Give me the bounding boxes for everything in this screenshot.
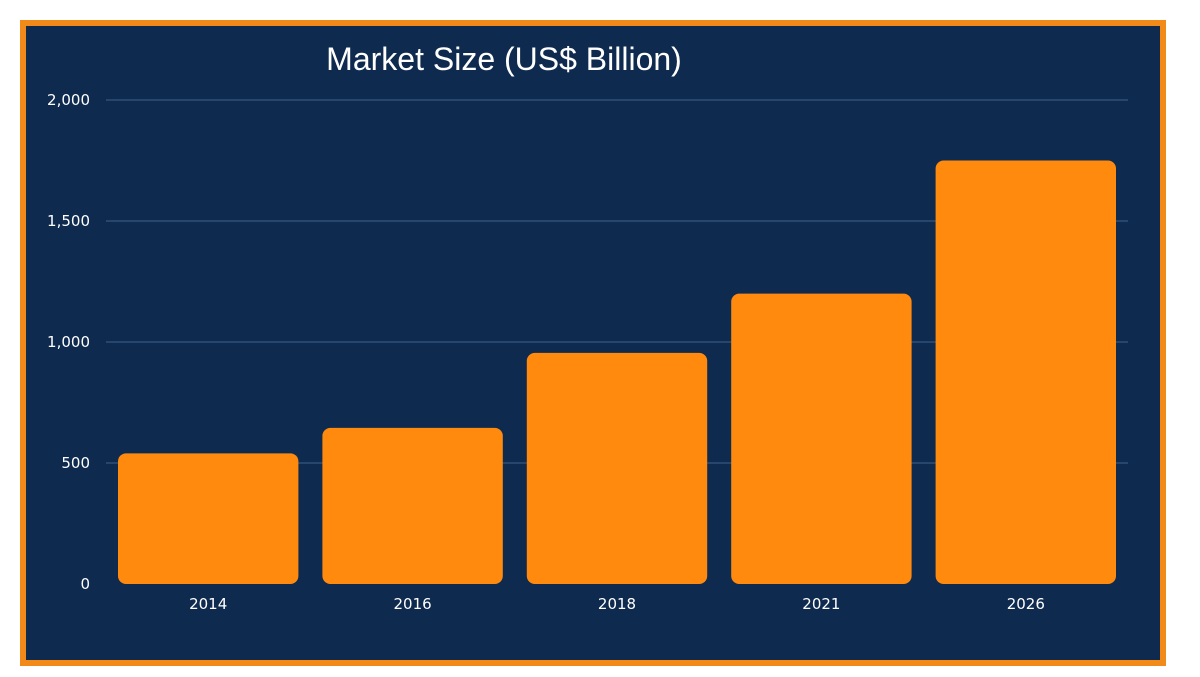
y-tick-label: 1,500 <box>47 212 90 230</box>
y-tick-label: 1,000 <box>47 333 90 351</box>
chart-frame: Market Size (US$ Billion) 0 500 1,000 1,500… <box>20 20 1166 666</box>
y-tick-label: 2,000 <box>47 91 90 109</box>
chart-title: Market Size (US$ Billion) <box>326 41 682 77</box>
bar-chart: Market Size (US$ Billion) 0 500 1,000 1,500… <box>47 41 1128 613</box>
bar-2014 <box>118 453 299 584</box>
y-axis-ticks: 0 500 1,000 1,500 2,000 <box>47 91 90 593</box>
bar-2018 <box>526 352 708 584</box>
x-tick-label: 2014 <box>189 595 227 613</box>
bar-2021 <box>731 293 912 584</box>
x-tick-label: 2018 <box>598 595 636 613</box>
x-axis-ticks: 2014 2016 2018 2021 2026 <box>189 595 1045 613</box>
bars <box>118 160 1116 584</box>
x-tick-label: 2021 <box>802 595 840 613</box>
bar-2016 <box>322 427 503 584</box>
x-tick-label: 2026 <box>1007 595 1045 613</box>
y-tick-label: 500 <box>61 454 90 472</box>
y-tick-label: 0 <box>80 575 90 593</box>
bar-2026 <box>935 160 1116 584</box>
x-tick-label: 2016 <box>394 595 432 613</box>
